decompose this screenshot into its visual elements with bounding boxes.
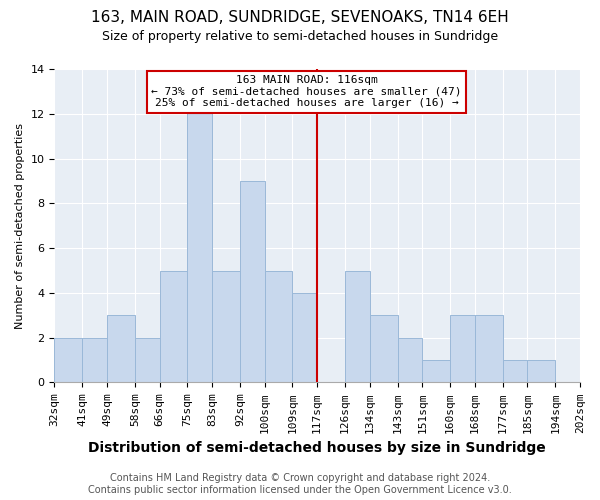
Bar <box>82 338 107 382</box>
Bar <box>292 293 317 382</box>
Y-axis label: Number of semi-detached properties: Number of semi-detached properties <box>15 122 25 328</box>
Bar <box>580 360 600 382</box>
Bar <box>345 270 370 382</box>
Text: Size of property relative to semi-detached houses in Sundridge: Size of property relative to semi-detach… <box>102 30 498 43</box>
Bar <box>55 338 82 382</box>
X-axis label: Distribution of semi-detached houses by size in Sundridge: Distribution of semi-detached houses by … <box>88 441 546 455</box>
Bar <box>187 92 212 383</box>
Bar <box>503 360 527 382</box>
Bar <box>475 316 503 382</box>
Bar <box>370 316 398 382</box>
Bar <box>107 316 135 382</box>
Bar <box>212 270 240 382</box>
Text: Contains HM Land Registry data © Crown copyright and database right 2024.
Contai: Contains HM Land Registry data © Crown c… <box>88 474 512 495</box>
Bar <box>398 338 422 382</box>
Bar <box>135 338 160 382</box>
Bar <box>240 181 265 382</box>
Bar <box>527 360 555 382</box>
Text: 163, MAIN ROAD, SUNDRIDGE, SEVENOAKS, TN14 6EH: 163, MAIN ROAD, SUNDRIDGE, SEVENOAKS, TN… <box>91 10 509 25</box>
Bar <box>450 316 475 382</box>
Bar <box>265 270 292 382</box>
Bar <box>422 360 450 382</box>
Text: 163 MAIN ROAD: 116sqm
← 73% of semi-detached houses are smaller (47)
25% of semi: 163 MAIN ROAD: 116sqm ← 73% of semi-deta… <box>151 76 462 108</box>
Bar <box>160 270 187 382</box>
